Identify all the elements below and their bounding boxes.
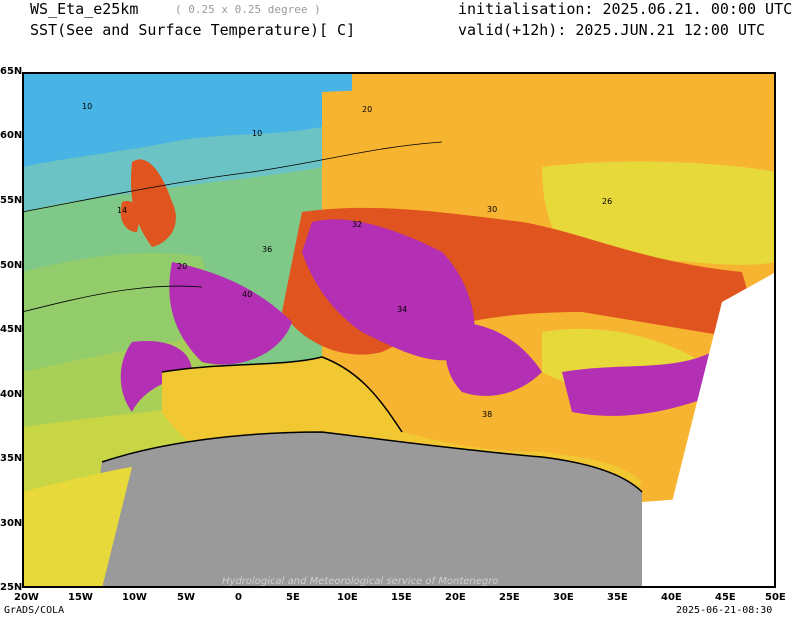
footer-timestamp: 2025-06-21-08:30 — [676, 605, 773, 616]
contour-label: 32 — [352, 220, 362, 229]
watermark: Hydrological and Meteorological service … — [222, 576, 498, 587]
lon-label: 45E — [715, 592, 736, 603]
alps-magenta — [302, 219, 475, 361]
lon-label: 15E — [391, 592, 412, 603]
lon-label: 20E — [445, 592, 466, 603]
lon-label: 20W — [14, 592, 39, 603]
britain — [131, 159, 176, 247]
turkey-magenta — [562, 352, 722, 416]
contour-label: 14 — [117, 206, 127, 215]
sea-cool-band — [22, 127, 322, 212]
lon-label: 10E — [337, 592, 358, 603]
caucasus-blank — [672, 272, 776, 502]
ireland — [120, 201, 139, 232]
contour-label: 10 — [252, 129, 262, 138]
balkans-magenta — [445, 322, 542, 396]
contour-label: 20 — [362, 105, 372, 114]
contour-label: 26 — [602, 197, 612, 206]
lat-label: 40N — [0, 389, 23, 400]
russia-yellow — [542, 161, 776, 265]
coastline — [101, 431, 643, 493]
france-magenta — [169, 262, 292, 365]
contour-label: 40 — [242, 290, 252, 299]
lat-label: 45N — [0, 324, 23, 335]
lon-label: 30E — [553, 592, 574, 603]
sst-map: 10 10 14 20 20 26 30 32 34 36 38 40 Hydr… — [22, 72, 776, 588]
lat-label: 30N — [0, 518, 23, 529]
lon-label: 15W — [68, 592, 93, 603]
valid-time: valid(+12h): 2025.JUN.21 12:00 UTC — [458, 21, 766, 39]
field-title: SST(See and Surface Temperature)[ C] — [30, 21, 356, 39]
contour-label: 30 — [487, 205, 497, 214]
lat-label: 35N — [0, 453, 23, 464]
lon-label: 5E — [286, 592, 300, 603]
footer-software: GrADS/COLA — [4, 605, 65, 616]
lon-label: 0 — [235, 592, 242, 603]
lon-label: 40E — [661, 592, 682, 603]
lon-label: 35E — [607, 592, 628, 603]
contour-label: 38 — [482, 410, 492, 419]
lat-label: 50N — [0, 260, 23, 271]
model-name: WS_Eta_e25km — [30, 0, 139, 18]
arabia-blank — [642, 492, 776, 588]
lat-label: 60N — [0, 130, 23, 141]
north-africa-nodata — [82, 432, 642, 588]
lon-label: 10W — [122, 592, 147, 603]
scandinavia-orange — [352, 72, 776, 162]
contour-line — [22, 285, 203, 313]
contour-label: 36 — [262, 245, 272, 254]
contour-label: 34 — [397, 305, 407, 314]
grid-resolution: ( 0.25 x 0.25 degree ) — [175, 3, 321, 16]
map-canvas: 10 10 14 20 20 26 30 32 34 36 38 40 Hydr… — [22, 72, 776, 588]
contour-label: 10 — [82, 102, 92, 111]
lon-label: 50E — [765, 592, 786, 603]
atlantic-yellow — [22, 467, 132, 588]
iberia-magenta — [120, 341, 192, 412]
lat-label: 25N — [0, 582, 23, 593]
contour-label: 20 — [177, 262, 187, 271]
lat-label: 65N — [0, 66, 23, 77]
contour-line — [22, 141, 443, 213]
coastline — [161, 356, 403, 433]
map-border — [22, 72, 776, 588]
lon-label: 5W — [177, 592, 195, 603]
lat-label: 55N — [0, 195, 23, 206]
init-time: initialisation: 2025.06.21. 00:00 UTC — [458, 0, 793, 18]
lon-label: 25E — [499, 592, 520, 603]
